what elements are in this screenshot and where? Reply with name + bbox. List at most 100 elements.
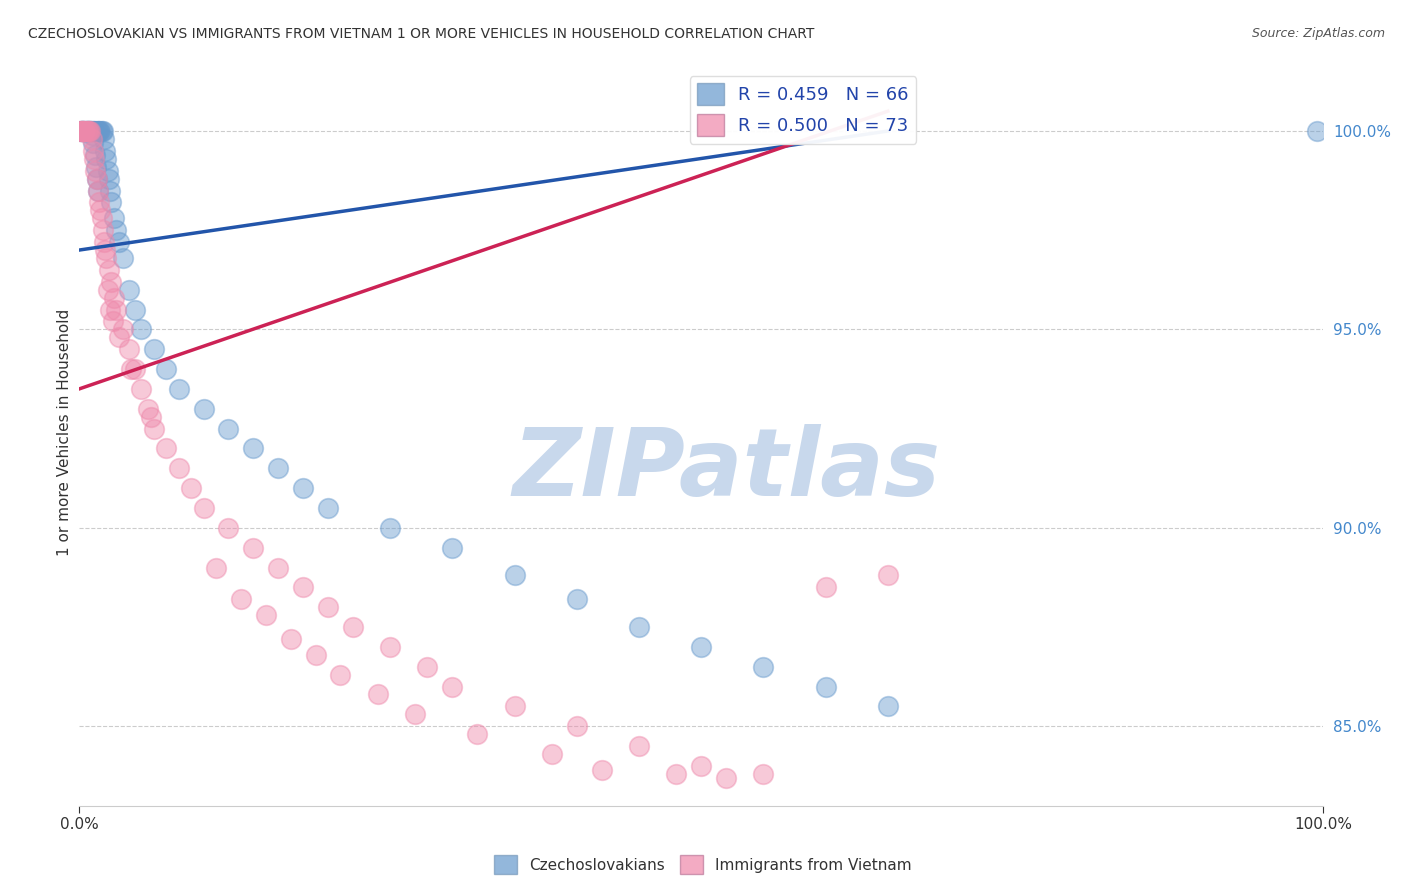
Point (131, 322, 153, 336)
Point (76, 124, 98, 138)
Point (591, 763, 613, 777)
Point (876, 699, 898, 714)
Point (89, 203, 111, 218)
Point (267, 461, 290, 475)
Point (441, 680, 464, 694)
Point (193, 401, 215, 416)
Point (69, 124, 91, 138)
Point (72, 124, 94, 138)
Point (80, 132, 103, 146)
Point (87, 195, 110, 210)
Point (94, 144, 117, 158)
Point (105, 223, 128, 237)
Point (76, 124, 98, 138)
Point (77, 124, 100, 138)
Y-axis label: 1 or more Vehicles in Household: 1 or more Vehicles in Household (58, 309, 72, 557)
Point (316, 600, 339, 615)
Point (814, 580, 837, 594)
Text: Source: ZipAtlas.com: Source: ZipAtlas.com (1251, 27, 1385, 40)
Point (627, 620, 650, 634)
Point (136, 401, 159, 416)
Point (503, 568, 526, 582)
Point (87, 124, 110, 138)
Point (80, 124, 103, 138)
Point (84, 163, 107, 178)
Point (1306, 124, 1329, 138)
Point (108, 330, 131, 344)
Point (87, 184, 110, 198)
Point (465, 727, 488, 741)
Point (70, 124, 93, 138)
Point (105, 302, 128, 317)
Point (142, 343, 165, 357)
Point (120, 362, 142, 376)
Point (131, 382, 153, 396)
Point (254, 608, 277, 623)
Point (292, 580, 315, 594)
Point (141, 409, 163, 424)
Point (77, 124, 100, 138)
Point (103, 291, 125, 305)
Point (83, 124, 105, 138)
Point (80, 124, 103, 138)
Point (79, 124, 101, 138)
Point (76, 124, 98, 138)
Point (124, 302, 146, 317)
Point (378, 521, 401, 535)
Point (93, 132, 115, 146)
Point (242, 541, 264, 555)
Point (118, 343, 141, 357)
Point (73, 124, 96, 138)
Point (98, 171, 121, 186)
Point (72, 124, 94, 138)
Point (89, 124, 111, 138)
Point (87, 184, 110, 198)
Point (96, 152, 118, 166)
Legend: Czechoslovakians, Immigrants from Vietnam: Czechoslovakians, Immigrants from Vietna… (488, 849, 918, 880)
Point (503, 699, 526, 714)
Point (72, 124, 94, 138)
Point (70, 124, 93, 138)
Point (98, 184, 121, 198)
Point (690, 640, 713, 654)
Point (93, 235, 115, 249)
Point (193, 500, 215, 515)
Point (97, 163, 120, 178)
Point (86, 171, 108, 186)
Point (267, 560, 290, 574)
Point (82, 136, 104, 150)
Point (205, 560, 228, 574)
Point (90, 124, 112, 138)
Point (70, 124, 93, 138)
Point (87, 124, 110, 138)
Point (441, 541, 464, 555)
Point (752, 659, 775, 673)
Point (876, 568, 898, 582)
Point (91, 124, 114, 138)
Point (627, 739, 650, 753)
Point (103, 211, 125, 226)
Point (79, 124, 101, 138)
Point (83, 148, 105, 162)
Point (75, 124, 97, 138)
Point (541, 747, 564, 761)
Point (404, 707, 426, 722)
Point (665, 767, 688, 781)
Point (111, 322, 134, 336)
Text: ZIPatlas: ZIPatlas (512, 424, 941, 516)
Point (752, 767, 775, 781)
Point (73, 124, 96, 138)
Point (75, 124, 97, 138)
Point (82, 144, 104, 158)
Point (304, 648, 326, 662)
Point (180, 481, 202, 495)
Point (91, 223, 114, 237)
Point (167, 382, 190, 396)
Point (77, 124, 100, 138)
Point (82, 128, 104, 142)
Text: CZECHOSLOVAKIAN VS IMMIGRANTS FROM VIETNAM 1 OR MORE VEHICLES IN HOUSEHOLD CORRE: CZECHOSLOVAKIAN VS IMMIGRANTS FROM VIETN… (28, 27, 814, 41)
Point (98, 263, 121, 277)
Point (814, 680, 837, 694)
Point (96, 251, 118, 265)
Point (316, 500, 339, 515)
